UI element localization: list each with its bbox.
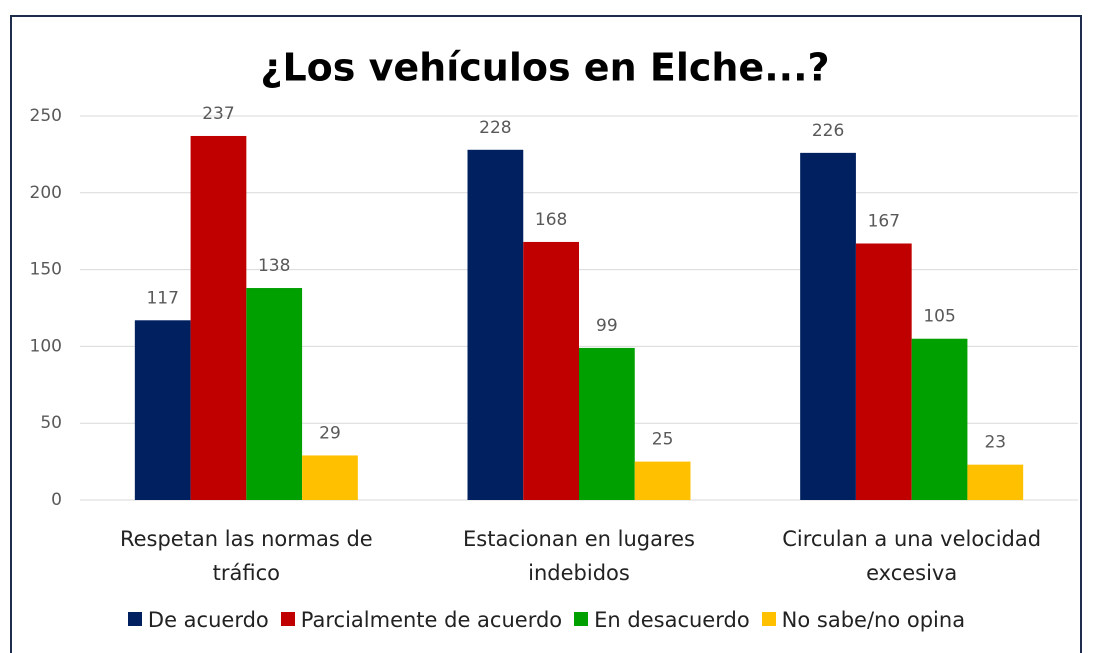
- legend-label: De acuerdo: [147, 608, 269, 632]
- y-tick-label: 200: [30, 183, 62, 203]
- x-tick-label: Respetan las normas de tráfico: [119, 527, 373, 585]
- y-tick-label: 150: [30, 260, 62, 280]
- value-label: 25: [652, 430, 674, 450]
- value-label: 138: [258, 256, 290, 276]
- value-label: 105: [923, 307, 955, 327]
- value-label: 226: [812, 121, 844, 141]
- legend-item: En desacuerdo: [574, 608, 750, 632]
- value-label: 228: [479, 118, 511, 138]
- legend-swatch: [127, 612, 142, 626]
- bar: [246, 288, 303, 500]
- bar: [134, 320, 191, 500]
- value-label: 168: [535, 210, 567, 230]
- value-label: 117: [146, 288, 178, 308]
- bar: [967, 464, 1024, 500]
- chart-title: ¿Los vehículos en Elche...?: [260, 46, 829, 90]
- legend-label: No sabe/no opina: [781, 608, 966, 632]
- x-tick-label: Estacionan en lugares indebidos: [463, 527, 695, 585]
- legend-item: De acuerdo: [127, 608, 269, 632]
- legend: De acuerdo Parcialmente de acuerdo En desa…: [0, 608, 1093, 632]
- legend-swatch: [280, 612, 295, 626]
- bar: [302, 455, 358, 500]
- bar: [911, 338, 968, 500]
- bar: [190, 135, 247, 500]
- chart-frame: [10, 15, 1082, 653]
- value-label: 99: [596, 316, 618, 336]
- y-tick-label: 0: [51, 490, 62, 510]
- bar: [467, 149, 524, 501]
- x-tick-label: Circulan a una velocidad excesiva: [782, 527, 1042, 585]
- value-label: 23: [984, 433, 1006, 453]
- legend-swatch: [761, 612, 776, 626]
- value-label: 167: [868, 211, 900, 231]
- bar: [523, 241, 579, 500]
- bar: [855, 243, 912, 500]
- legend-label: Parcialmente de acuerdo: [300, 608, 563, 632]
- value-label: 29: [319, 423, 341, 443]
- legend-item: No sabe/no opina: [761, 608, 966, 632]
- bar: [579, 347, 635, 500]
- legend-item: Parcialmente de acuerdo: [280, 608, 563, 632]
- y-tick-label: 100: [30, 336, 62, 356]
- y-tick-label: 250: [30, 106, 62, 126]
- bar: [800, 152, 856, 500]
- value-label: 237: [202, 104, 234, 124]
- y-tick-label: 50: [40, 413, 62, 433]
- legend-swatch: [574, 612, 589, 626]
- bar: [634, 461, 691, 500]
- legend-label: En desacuerdo: [594, 608, 750, 632]
